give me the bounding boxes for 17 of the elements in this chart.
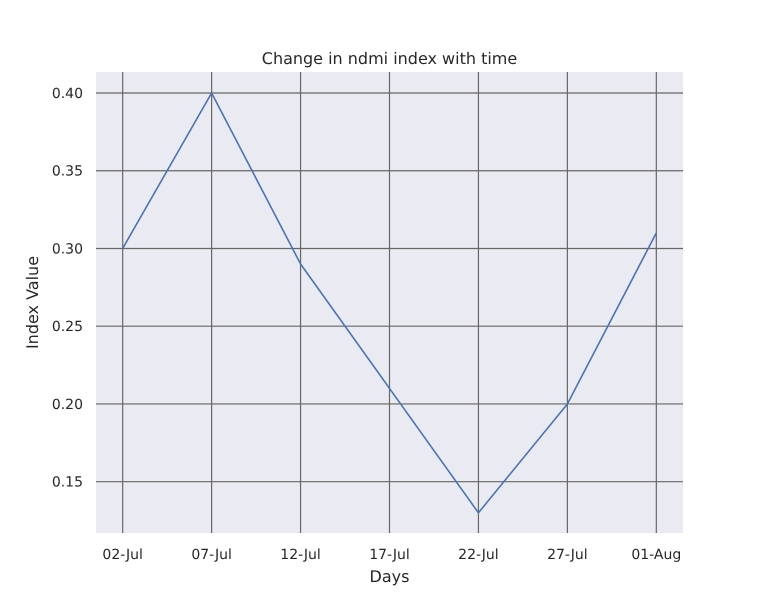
y-axis-title: Index Value	[23, 256, 42, 350]
y-tick-label: 0.20	[52, 396, 83, 413]
y-tick-label: 0.25	[52, 319, 83, 336]
x-tick-label: 12-Jul	[280, 547, 321, 563]
line-series	[122, 92, 658, 514]
chart-title: Change in ndmi index with time	[262, 49, 518, 68]
y-tick-label: 0.40	[52, 86, 83, 102]
x-tick-label: 27-Jul	[547, 547, 588, 563]
x-tick-label: 17-Jul	[369, 547, 410, 563]
x-tick-label: 07-Jul	[191, 547, 232, 563]
x-tick-label: 22-Jul	[458, 547, 499, 563]
y-tick-label: 0.30	[52, 241, 83, 258]
x-tick-label: 01-Aug	[631, 547, 682, 563]
y-tick-label: 0.15	[52, 474, 83, 491]
x-tick-label: 02-Jul	[102, 547, 143, 563]
x-axis-title: Days	[370, 567, 410, 586]
y-tick-label: 0.35	[52, 164, 83, 180]
